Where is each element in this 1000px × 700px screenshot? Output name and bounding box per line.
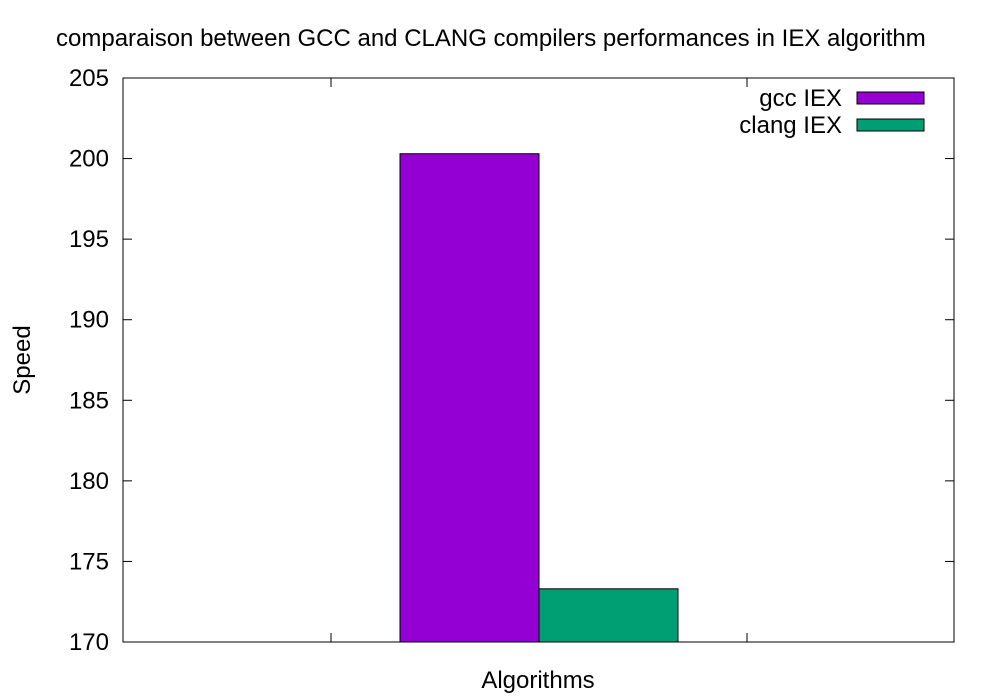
y-tick-label: 175 xyxy=(69,548,109,575)
y-tick-label: 205 xyxy=(69,65,109,92)
legend-label: gcc IEX xyxy=(759,85,842,112)
y-tick-label: 190 xyxy=(69,307,109,334)
y-tick-label: 195 xyxy=(69,226,109,253)
y-tick-label: 180 xyxy=(69,468,109,495)
y-axis: 170 175 180 185 190 195 200 205 xyxy=(69,65,954,656)
y-tick-label: 170 xyxy=(69,629,109,656)
x-axis xyxy=(330,78,748,642)
y-tick-label: 185 xyxy=(69,387,109,414)
bar-group xyxy=(399,153,679,643)
bar-clang-iex xyxy=(538,588,679,643)
chart-title: comparaison between GCC and CLANG compil… xyxy=(56,25,926,52)
bar-gcc-iex xyxy=(399,153,540,643)
legend-label: clang IEX xyxy=(739,112,842,139)
legend-swatch xyxy=(856,91,925,105)
y-axis-label: Speed xyxy=(9,325,36,394)
x-axis-label: Algorithms xyxy=(481,667,594,694)
legend-swatch xyxy=(856,118,925,132)
y-tick-label: 200 xyxy=(69,146,109,173)
